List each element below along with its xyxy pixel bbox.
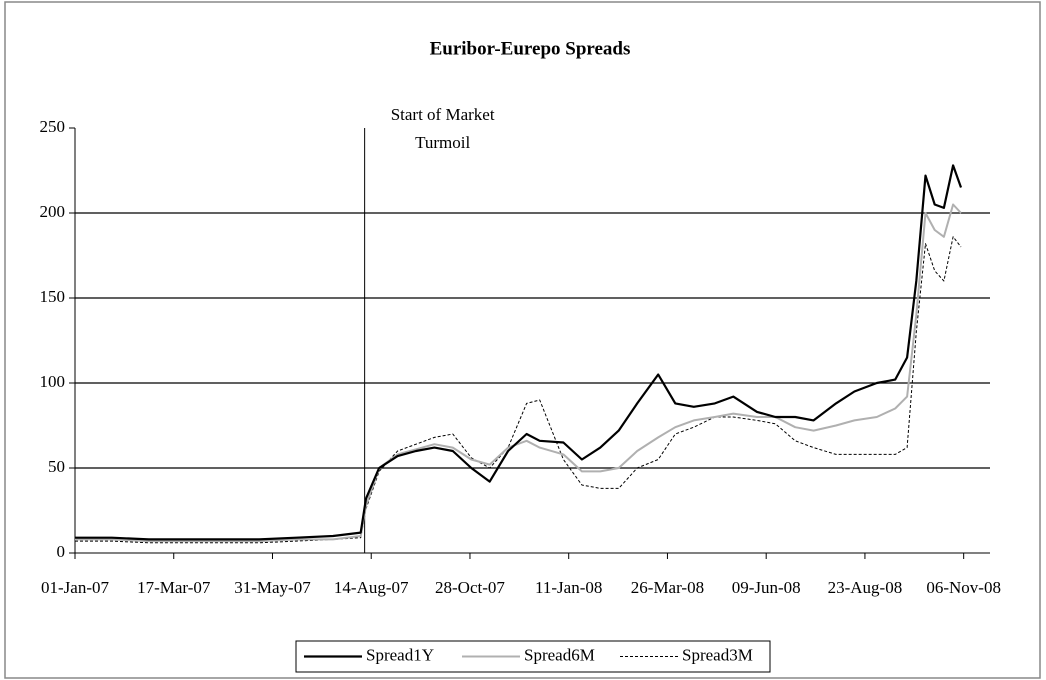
chart-frame <box>4 1 1041 679</box>
legend-label: Spread3M <box>682 645 753 664</box>
x-tick-label: 28-Oct-07 <box>435 578 505 597</box>
legend-label: Spread1Y <box>366 645 434 664</box>
annotation-text: Start of Market <box>391 105 495 124</box>
x-tick-label: 14-Aug-07 <box>334 578 409 597</box>
series-line <box>75 203 962 543</box>
y-tick-label: 50 <box>48 457 65 476</box>
x-tick-label: 06-Nov-08 <box>926 578 1001 597</box>
y-tick-label: 250 <box>40 117 66 136</box>
x-tick-label: 23-Aug-08 <box>828 578 903 597</box>
x-tick-label: 31-May-07 <box>234 578 311 597</box>
x-tick-label: 26-Mar-08 <box>631 578 704 597</box>
y-tick-label: 200 <box>40 202 66 221</box>
y-tick-label: 150 <box>40 287 66 306</box>
x-tick-label: 17-Mar-07 <box>137 578 211 597</box>
legend-label: Spread6M <box>524 645 595 664</box>
chart-title: Euribor-Eurepo Spreads <box>430 38 631 59</box>
x-tick-label: 09-Jun-08 <box>732 578 801 597</box>
annotation-text: Turmoil <box>415 133 470 152</box>
series-line <box>75 164 963 541</box>
x-tick-label: 11-Jan-08 <box>535 578 602 597</box>
y-tick-label: 100 <box>40 372 66 391</box>
x-tick-label: 01-Jan-07 <box>41 578 109 597</box>
y-tick-label: 0 <box>57 542 66 561</box>
legend-box <box>295 640 771 673</box>
